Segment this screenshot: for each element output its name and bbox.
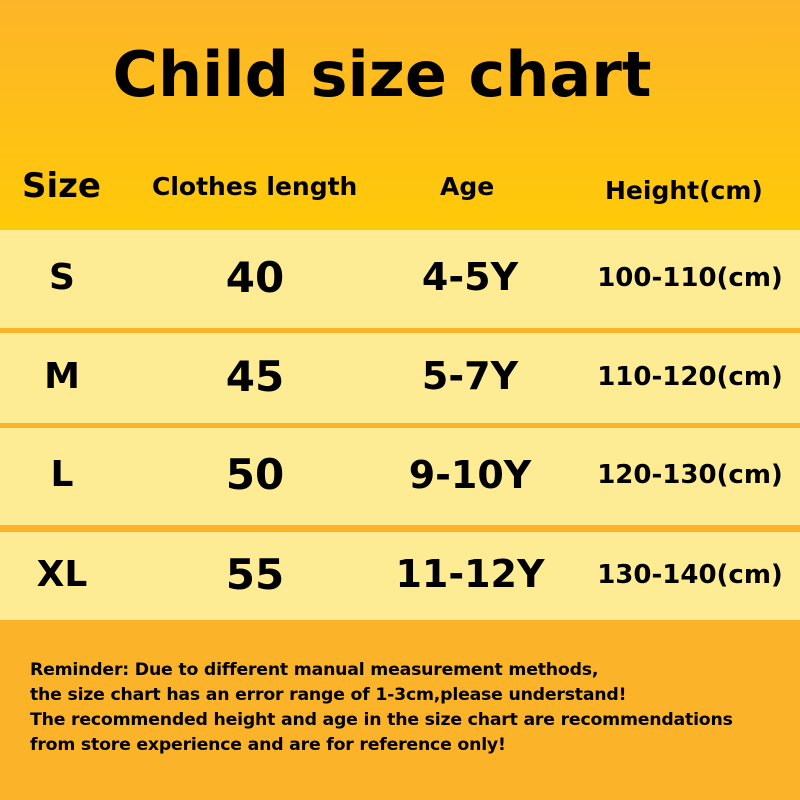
reminder-line: The recommended height and age in the si… — [30, 710, 733, 730]
cell-size: XL — [36, 553, 88, 595]
cell-length: 50 — [225, 450, 285, 500]
column-header-age: Age — [440, 172, 495, 201]
chart-title: Child size chart — [112, 38, 652, 111]
column-header-height: Height(cm) — [605, 176, 763, 205]
table-row: M 45 5-7Y 110-120(cm) — [0, 333, 800, 423]
reminder-area — [0, 620, 800, 800]
table-row: L 50 9-10Y 120-130(cm) — [0, 428, 800, 525]
cell-age: 11-12Y — [395, 552, 545, 597]
cell-age: 9-10Y — [408, 452, 532, 497]
cell-height: 100-110(cm) — [597, 262, 783, 293]
cell-age: 5-7Y — [421, 354, 519, 399]
cell-size: M — [44, 355, 80, 397]
reminder-line: Reminder: Due to different manual measur… — [30, 660, 599, 680]
cell-length: 40 — [225, 252, 285, 302]
table-row: XL 55 11-12Y 130-140(cm) — [0, 532, 800, 620]
cell-height: 130-140(cm) — [597, 559, 783, 590]
header-area: Child size chart Size Clothes length Age… — [0, 0, 800, 230]
reminder-line: the size chart has an error range of 1-3… — [30, 685, 627, 705]
cell-length: 45 — [225, 351, 285, 401]
cell-length: 55 — [225, 549, 285, 599]
cell-height: 110-120(cm) — [597, 361, 783, 392]
cell-size: S — [49, 256, 75, 298]
table-row: S 40 4-5Y 100-110(cm) — [0, 230, 800, 328]
column-header-length: Clothes length — [152, 172, 358, 201]
column-header-size: Size — [22, 166, 101, 206]
cell-size: L — [50, 454, 74, 496]
reminder-text: Reminder: Due to different manual measur… — [30, 658, 733, 758]
cell-age: 4-5Y — [421, 255, 519, 300]
cell-height: 120-130(cm) — [597, 460, 783, 491]
reminder-line: from store experience and are for refere… — [30, 735, 506, 755]
